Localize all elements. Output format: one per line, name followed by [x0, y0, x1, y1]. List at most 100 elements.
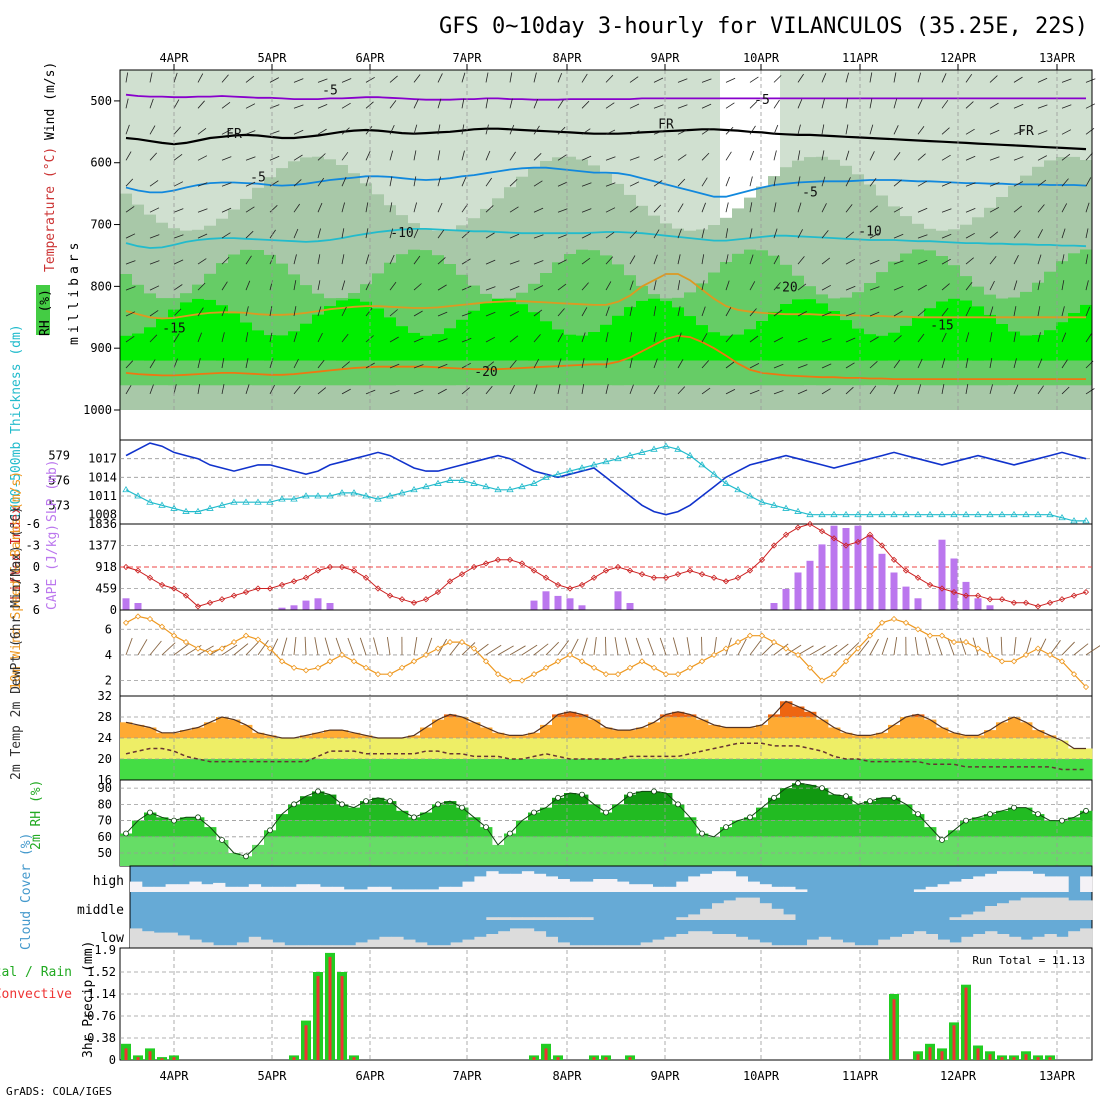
wind-barb: [941, 127, 950, 135]
wind-barb: [413, 337, 424, 343]
temperature-band: [636, 738, 649, 759]
wind-barb: [677, 386, 686, 395]
rh2m-point: [891, 794, 897, 801]
rh2m-band: [1056, 836, 1069, 866]
temperature-band: [696, 759, 709, 780]
wind-barb: [125, 233, 136, 239]
rh-band: [1044, 271, 1057, 386]
wind10-point: [998, 658, 1006, 665]
wind-barb: [149, 310, 159, 317]
rh2m-band: [624, 836, 637, 866]
rh2m-band: [432, 804, 445, 821]
thickness-point: [854, 510, 862, 518]
pressure-tick-label: 900: [90, 341, 112, 355]
cloud-level-label: high: [93, 874, 124, 889]
temperature-band: [684, 759, 697, 780]
wind-barb: [581, 282, 589, 291]
temperature-band: [552, 717, 565, 738]
wind-barb: [485, 385, 493, 395]
rh2m-band: [840, 804, 853, 821]
wind10-point: [482, 658, 490, 665]
lifted-index-point: [770, 542, 778, 549]
wind10-barb: [461, 642, 476, 656]
rh2m-band: [216, 840, 229, 866]
thickness-point: [1070, 517, 1078, 524]
wind-barb: [509, 72, 513, 83]
temperature-band: [936, 759, 949, 780]
wind10-barb: [893, 637, 898, 655]
wind10-point: [974, 645, 982, 652]
precip-convective-bar: [1048, 1057, 1052, 1060]
rh2m-band: [336, 820, 349, 837]
temperature-band: [900, 759, 913, 780]
wind10-point: [782, 645, 790, 652]
rh2m-band: [864, 820, 877, 837]
wind-barb: [605, 358, 609, 369]
rh2m-point: [651, 788, 657, 795]
wind-barb: [773, 202, 777, 213]
temperature-band: [840, 732, 853, 739]
wind-barb: [317, 128, 327, 135]
rh2m-band: [300, 804, 313, 821]
temperature-band: [600, 727, 613, 738]
wind-barb: [653, 204, 662, 213]
rh2m-band: [420, 836, 433, 866]
precip-convective-bar: [544, 1048, 548, 1060]
rh2m-point: [315, 788, 321, 795]
cloud-cover-bar: [712, 934, 725, 948]
rh-band: [744, 329, 757, 361]
wind-barb: [917, 180, 927, 187]
temperature-band: [876, 732, 889, 739]
temperature-band: [444, 738, 457, 759]
cape-bar: [866, 535, 874, 610]
cloud-cover-bar: [795, 945, 808, 948]
wind10-barb: [324, 637, 331, 656]
wind-barb: [1013, 76, 1023, 83]
temperature-band: [120, 722, 133, 739]
wind-barb: [749, 176, 753, 187]
rh-band: [912, 317, 925, 361]
thickness-point: [638, 448, 646, 455]
wind-barb: [221, 129, 232, 135]
wind-barb: [437, 311, 448, 317]
temperature-band: [708, 759, 721, 780]
thickness-point: [746, 492, 754, 499]
rh2m-band: [444, 820, 457, 837]
temperature-band: [576, 738, 589, 759]
wind-barb: [413, 255, 421, 265]
wind-barb: [917, 284, 927, 291]
lifted-index-point: [1034, 603, 1042, 610]
wind-barb: [653, 180, 663, 187]
wind-barb: [845, 312, 856, 317]
cloud-cover-bar: [700, 908, 713, 920]
wind-barb: [989, 75, 998, 83]
temperature-band: [744, 759, 757, 780]
temperature-band: [996, 738, 1009, 759]
thickness-point: [686, 451, 694, 458]
rh2m-band: [612, 804, 625, 821]
rh-band: [756, 250, 769, 386]
temperature-band: [528, 732, 541, 739]
wind10-point: [554, 658, 562, 665]
temperature-band: [864, 735, 877, 738]
cloud-cover-bar: [902, 934, 915, 948]
wind-barb: [821, 176, 826, 187]
thickness-point: [878, 510, 886, 518]
cloud-cover-bar: [343, 889, 357, 892]
temperature-band: [756, 759, 769, 780]
rh2m-band: [360, 820, 373, 837]
rh2m-band: [360, 804, 373, 821]
wind-barb: [773, 228, 778, 239]
wind-barb: [581, 182, 592, 187]
wind10-point: [326, 658, 334, 665]
rh2m-point: [747, 814, 753, 821]
temperature-band: [816, 759, 829, 780]
lifted-index-point: [974, 592, 982, 599]
rh2m-band: [516, 820, 529, 837]
rh2m-point: [1083, 807, 1089, 814]
wind-barb: [989, 306, 994, 317]
wind-barb: [821, 257, 831, 265]
rh2m-band: [276, 836, 289, 866]
cloud-cover-bar: [866, 945, 879, 948]
